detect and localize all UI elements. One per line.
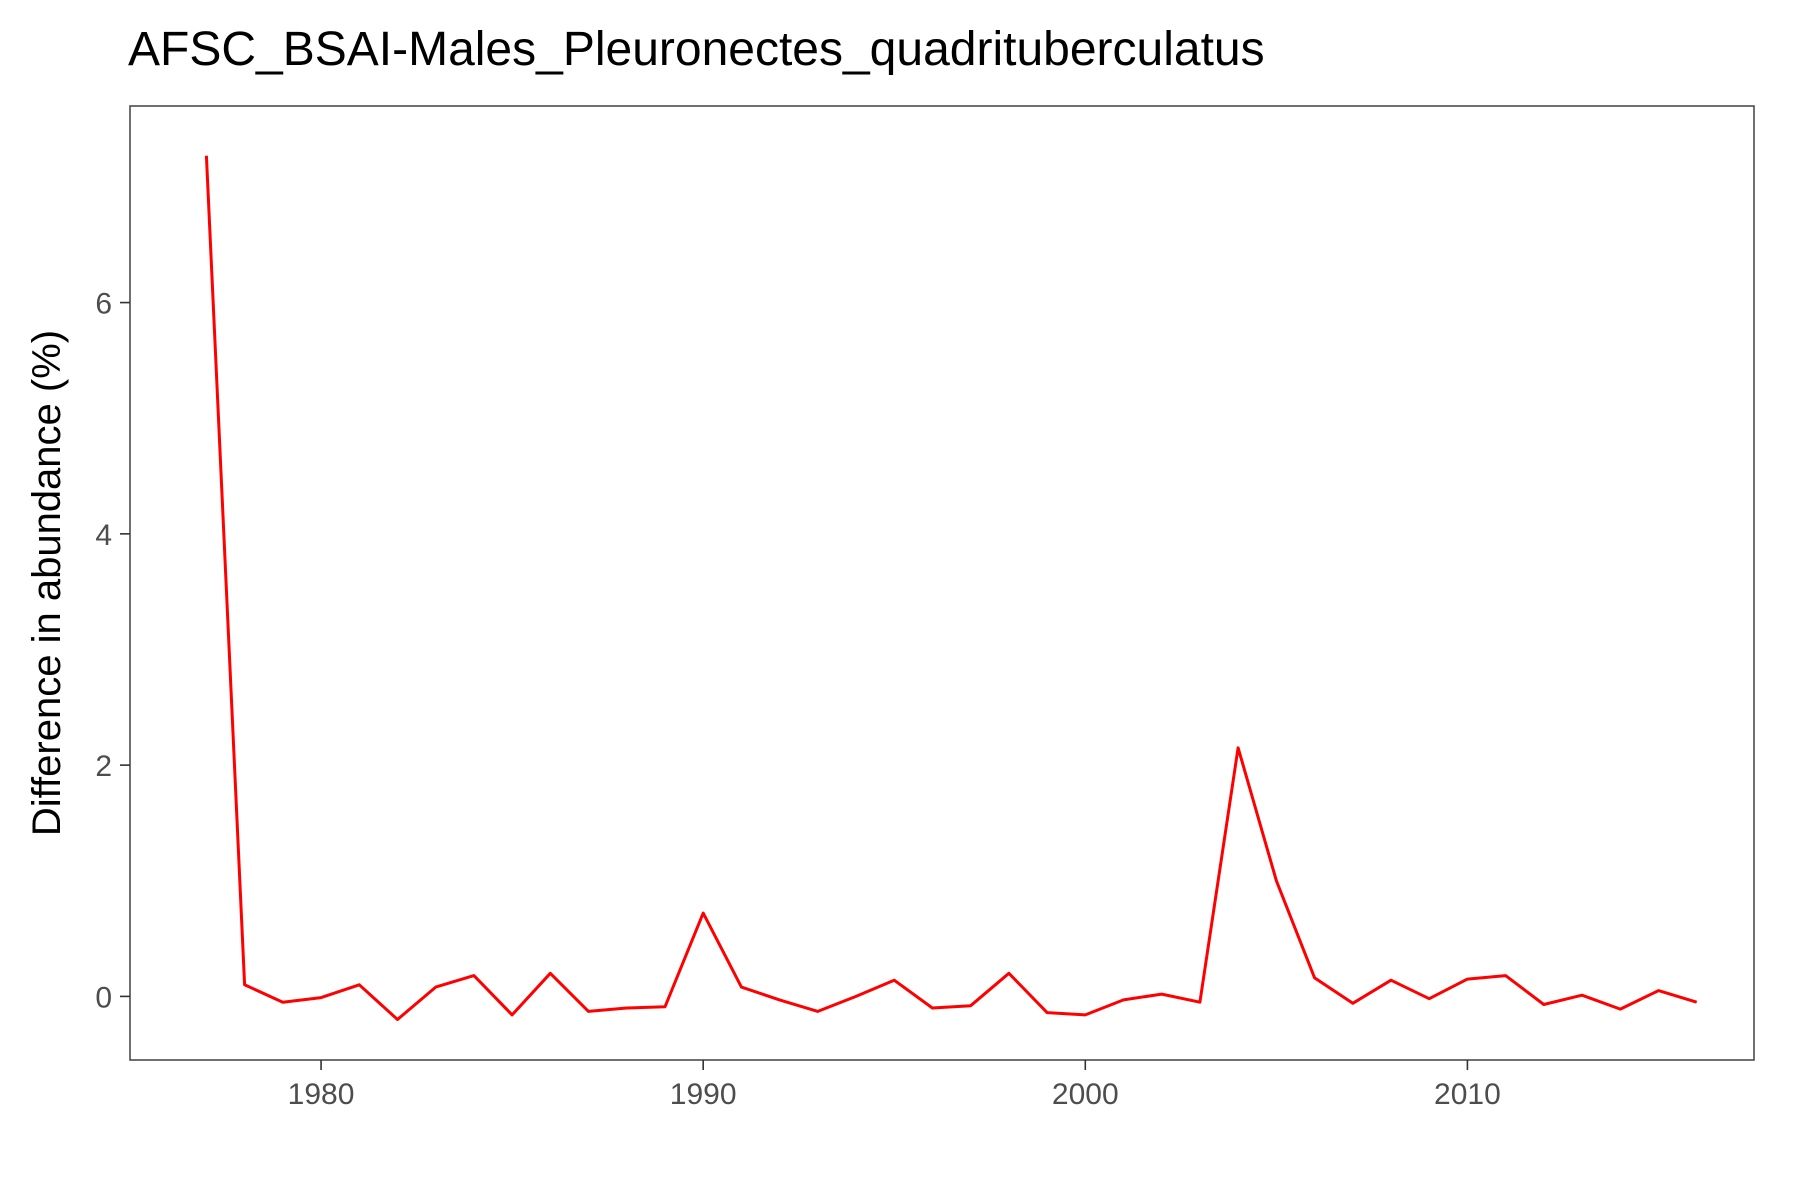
x-tick-label: 2000 [1052, 1078, 1119, 1111]
x-tick-label: 1990 [670, 1078, 737, 1111]
x-tick-label: 2010 [1434, 1078, 1501, 1111]
y-tick-label: 0 [95, 981, 112, 1014]
series-line [204, 155, 1698, 1021]
plot-panel-border [129, 105, 1755, 1061]
y-tick-label: 2 [95, 750, 112, 783]
series-layer [204, 155, 1698, 1021]
y-axis-title: Difference in abundance (%) [25, 330, 69, 836]
x-tick-label: 1980 [288, 1078, 355, 1111]
y-tick-label: 6 [95, 288, 112, 321]
chart-title: AFSC_BSAI-Males_Pleuronectes_quadrituber… [128, 23, 1265, 76]
plot-area: 1980 1990 2000 2010 0 2 4 6 [95, 105, 1755, 1111]
y-axis: 0 2 4 6 [95, 288, 130, 1014]
x-axis: 1980 1990 2000 2010 [288, 1060, 1501, 1111]
y-tick-label: 4 [95, 519, 112, 552]
